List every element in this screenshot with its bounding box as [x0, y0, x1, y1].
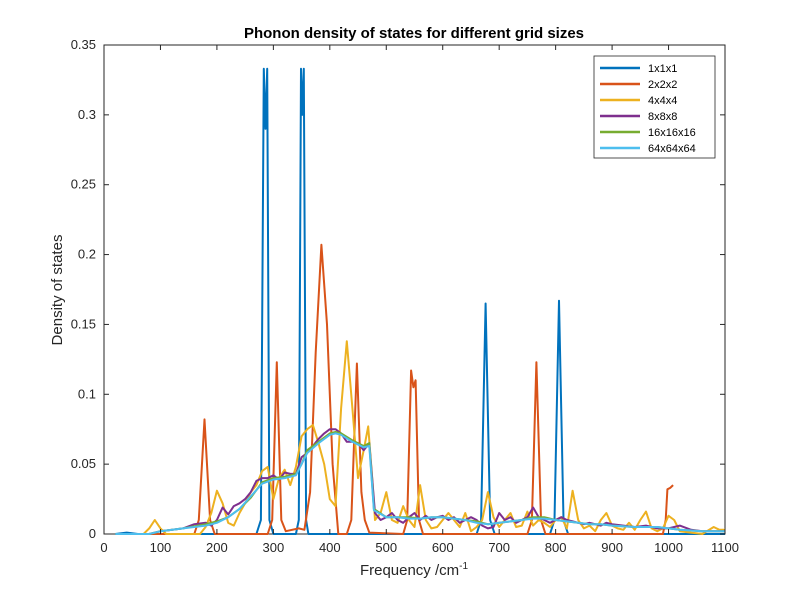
- y-tick-label: 0.05: [71, 456, 96, 471]
- axis-ticks: [103, 44, 726, 535]
- x-tick-label: 400: [319, 540, 341, 555]
- y-tick-label: 0.35: [71, 37, 96, 52]
- x-tick-label: 100: [150, 540, 172, 555]
- legend: 1x1x1 2x2x2 4x4x4 8x8x8 16x16x16 64x64x64: [593, 55, 716, 159]
- legend-item: 64x64x64: [600, 143, 696, 155]
- x-tick-label: 1100: [711, 540, 739, 555]
- x-tick-label: 900: [601, 540, 623, 555]
- legend-label: 4x4x4: [648, 95, 677, 107]
- y-tick-label: 0.15: [71, 316, 96, 331]
- chart-title: Phonon density of states for different g…: [244, 25, 584, 42]
- legend-item: 4x4x4: [600, 95, 677, 107]
- legend-label: 2x2x2: [648, 79, 677, 91]
- legend-label: 1x1x1: [648, 63, 677, 75]
- x-tick-label: 0: [100, 540, 107, 555]
- x-tick-labels: 0 100 200 300 400 500 600 700 800 900 1000 1100: [100, 540, 739, 555]
- x-tick-label: 700: [488, 540, 510, 555]
- y-tick-label: 0.3: [78, 107, 96, 122]
- legend-items: 1x1x1 2x2x2 4x4x4 8x8x8 16x16x16 64x64x64: [600, 63, 696, 155]
- legend-label: 8x8x8: [648, 111, 677, 123]
- series-lines: [115, 67, 725, 535]
- x-tick-label: 200: [206, 540, 228, 555]
- y-tick-label: 0.1: [78, 386, 96, 401]
- legend-label: 16x16x16: [648, 127, 696, 139]
- legend-item: 8x8x8: [600, 111, 677, 123]
- series-line-1x1x1: [115, 67, 725, 535]
- legend-box: [593, 55, 716, 159]
- y-axis-label: Density of states: [49, 235, 66, 346]
- legend-item: 1x1x1: [600, 63, 677, 75]
- x-tick-label: 800: [545, 540, 567, 555]
- y-tick-labels: 0 0.05 0.1 0.15 0.2 0.25 0.3 0.35: [71, 37, 96, 541]
- series-line-4x4x4: [115, 340, 725, 535]
- legend-item: 16x16x16: [600, 127, 696, 139]
- x-axis-label-superscript: -1: [459, 561, 468, 572]
- x-tick-label: 300: [263, 540, 285, 555]
- x-tick-label: 500: [375, 540, 397, 555]
- y-tick-label: 0.25: [71, 177, 96, 192]
- x-tick-label: 600: [432, 540, 454, 555]
- legend-item: 2x2x2: [600, 79, 677, 91]
- x-axis-label-text: Frequency /cm: [360, 562, 459, 579]
- series-line-64x64x64: [115, 432, 725, 535]
- y-tick-label: 0.2: [78, 247, 96, 262]
- legend-label: 64x64x64: [648, 143, 696, 155]
- x-tick-label: 1000: [654, 540, 683, 555]
- x-axis-label: Frequency /cm-1: [360, 561, 469, 579]
- y-tick-label: 0: [89, 526, 96, 541]
